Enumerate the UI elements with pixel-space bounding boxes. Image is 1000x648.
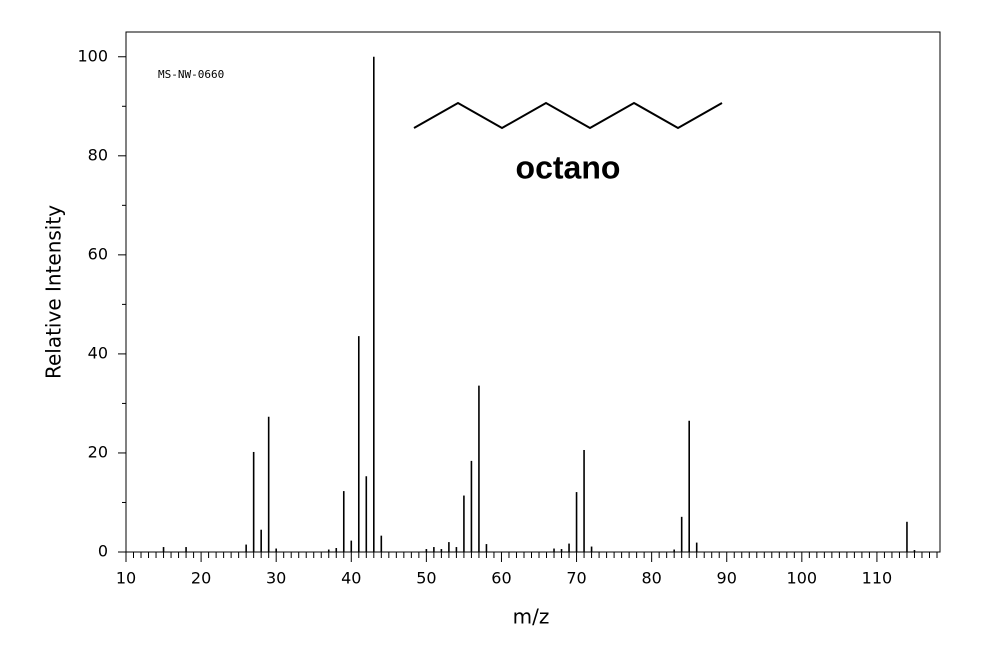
y-axis-title: Relative Intensity bbox=[42, 205, 66, 379]
spectrum-code: MS-NW-0660 bbox=[158, 68, 224, 81]
y-tick-label: 40 bbox=[88, 343, 108, 362]
x-tick-label: 110 bbox=[862, 569, 893, 588]
x-tick-label: 20 bbox=[191, 569, 211, 588]
x-tick-label: 40 bbox=[341, 569, 361, 588]
x-tick-label: 60 bbox=[491, 569, 511, 588]
y-tick-label: 80 bbox=[88, 145, 108, 164]
x-tick-label: 80 bbox=[641, 569, 661, 588]
x-tick-label: 70 bbox=[566, 569, 586, 588]
compound-name: octano bbox=[516, 149, 621, 185]
x-tick-label: 50 bbox=[416, 569, 436, 588]
x-tick-label: 30 bbox=[266, 569, 286, 588]
y-tick-label: 100 bbox=[77, 46, 108, 65]
y-tick-label: 0 bbox=[98, 542, 108, 561]
y-tick-label: 60 bbox=[88, 244, 108, 263]
plot-frame bbox=[125, 31, 941, 553]
x-tick-label: 90 bbox=[717, 569, 737, 588]
molecule-structure bbox=[413, 101, 723, 130]
x-axis-title: m/z bbox=[513, 605, 550, 629]
x-tick-label: 100 bbox=[787, 569, 818, 588]
x-tick-label: 10 bbox=[116, 569, 136, 588]
y-tick-label: 20 bbox=[88, 442, 108, 461]
